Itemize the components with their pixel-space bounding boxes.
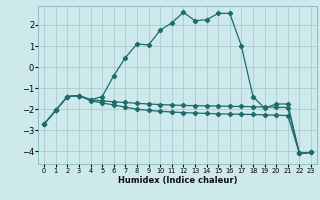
X-axis label: Humidex (Indice chaleur): Humidex (Indice chaleur) <box>118 176 237 185</box>
